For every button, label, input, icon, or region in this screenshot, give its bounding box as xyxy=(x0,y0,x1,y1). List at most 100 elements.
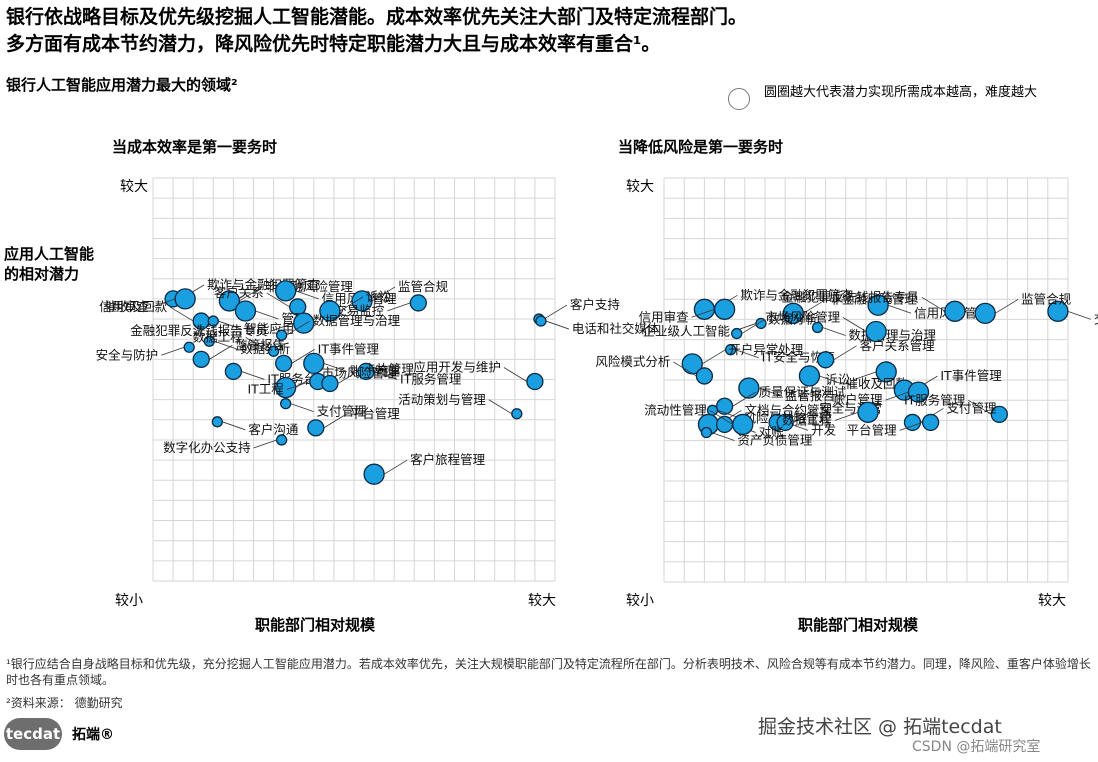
panel2-plot: 欺诈与金融犯罪筛查信用审查非金融风险管理信用风险管理金融犯罪反洗钱报告专员交易监… xyxy=(595,177,1098,583)
bubble-point xyxy=(944,300,966,322)
label-leader-line xyxy=(337,369,362,384)
bubble-point xyxy=(280,398,292,410)
point-label: 催收及回款 xyxy=(105,299,168,314)
label-leader-line xyxy=(968,399,992,415)
bubble-point xyxy=(715,397,734,415)
panel1-x-axis-title: 职能部门相对规模 xyxy=(255,616,376,634)
point-label: 金融犯罪反洗钱报告专员 xyxy=(130,323,268,338)
label-leader-line xyxy=(488,399,513,415)
bubble-point xyxy=(234,300,257,322)
label-leader-line xyxy=(503,367,528,382)
bubble-point xyxy=(275,434,288,446)
title-line-1: 银行依战略目标及优先级挖掘人工智能潜能。成本效率优先关注大部门及特定流程部门。 xyxy=(6,6,748,28)
point-label: 数字化办公支持 xyxy=(163,440,251,455)
label-leader-line xyxy=(853,371,877,381)
bubble-point xyxy=(798,365,821,387)
point-label: 监管报告 xyxy=(785,388,835,403)
point-label: 监管合规 xyxy=(398,279,448,294)
point-label: IT服务管理 xyxy=(400,371,462,386)
label-leader-line xyxy=(239,286,263,302)
label-leader-line xyxy=(218,320,242,330)
label-leader-line xyxy=(291,349,315,364)
label-leader-line xyxy=(222,421,246,431)
label-leader-line xyxy=(323,363,347,372)
label-leader-line xyxy=(286,381,310,390)
label-leader-line xyxy=(673,361,697,377)
bubble-point xyxy=(700,426,713,439)
label-leader-line xyxy=(921,296,946,312)
panel1-y-tick-max: 较大 xyxy=(120,179,148,195)
brand-name: 拓端® xyxy=(72,727,114,743)
panel2-title: 当降低风险是第一要务时 xyxy=(618,138,784,156)
point-label: 开发 xyxy=(811,422,837,437)
bubble-point xyxy=(511,408,523,420)
point-label: 平台管理 xyxy=(847,422,898,437)
label-leader-line xyxy=(161,346,185,356)
bubble-point xyxy=(535,315,547,327)
label-leader-line xyxy=(545,320,570,330)
label-leader-line xyxy=(735,349,759,359)
bubble-point xyxy=(192,350,210,369)
bubble-point xyxy=(816,351,835,369)
point-label: 风险模式分析 xyxy=(595,354,670,369)
label-leader-line xyxy=(702,349,726,365)
point-label: 市场风险管理 xyxy=(765,310,841,325)
label-leader-line xyxy=(834,411,859,421)
point-label: 客户关系 xyxy=(214,285,264,300)
label-leader-line xyxy=(209,345,233,360)
bubble-point xyxy=(174,288,196,310)
label-leader-line xyxy=(373,371,398,380)
label-leader-line xyxy=(543,304,568,320)
point-label: 资产负债管理 xyxy=(737,433,813,448)
label-leader-line xyxy=(792,408,817,423)
point-label: 客户旅程管理 xyxy=(410,452,486,467)
point-label: 对账 xyxy=(759,424,785,439)
label-leader-line xyxy=(295,290,319,300)
point-label: 数据工程 xyxy=(193,329,244,344)
label-leader-line xyxy=(214,340,238,350)
point-label: 客户关系管理 xyxy=(860,338,936,353)
label-leader-line xyxy=(241,371,265,380)
label-leader-line xyxy=(887,304,912,314)
point-label: 卡片管理 xyxy=(364,362,415,377)
label-leader-line xyxy=(266,292,290,308)
point-label: 支付管理 xyxy=(317,404,368,419)
point-label: 活动策划与管理 xyxy=(398,392,486,407)
point-label: 流动性管理 xyxy=(644,402,707,417)
label-leader-line xyxy=(383,459,408,475)
bubble-point xyxy=(857,401,879,423)
bubble-point xyxy=(713,298,736,320)
bubble-point xyxy=(409,294,427,312)
bubble-point xyxy=(974,302,996,324)
point-label: 电话和社交媒体 xyxy=(572,321,660,336)
label-leader-line xyxy=(819,375,843,385)
label-leader-line xyxy=(152,298,176,308)
point-label: IT服务管理 xyxy=(904,392,966,407)
bubble-point xyxy=(731,327,743,340)
point-label: 应用开发与维护 xyxy=(413,360,501,375)
label-leader-line xyxy=(286,320,310,336)
label-leader-line xyxy=(994,298,1019,314)
panel2-x-tick-min: 较小 xyxy=(626,593,654,609)
label-leader-line xyxy=(387,302,411,312)
panel1-x-tick-max: 较大 xyxy=(528,593,556,609)
bubble-point xyxy=(224,362,243,381)
panel2-y-tick-max: 较大 xyxy=(626,179,654,195)
label-leader-line xyxy=(170,306,194,322)
point-label: 客户支持 xyxy=(570,297,620,312)
title-line-2: 多方面有成本节约潜力，降风险优先时特定职能潜力大且与成本效率有重合¹。 xyxy=(6,33,661,55)
point-label: IT事件管理 xyxy=(318,341,380,356)
chart-subtitle: 银行人工智能应用潜力最大的领域² xyxy=(6,76,238,94)
point-label: 交易监控 xyxy=(1094,311,1098,326)
bubble-point xyxy=(715,415,734,434)
point-label: 诉讼 xyxy=(825,372,850,387)
point-label: 诉讼 xyxy=(366,289,391,304)
point-label: 数据分析 xyxy=(768,312,818,327)
point-label: 信用审查 xyxy=(639,309,690,324)
point-label: 市场风险管理 xyxy=(322,366,398,381)
footnote-1: ¹银行应结合自身战略目标和优先级，充分挖掘人工智能应用潜力。若成本效率优先，关注… xyxy=(6,657,1091,687)
point-label: 数据管理与治理 xyxy=(313,313,401,328)
bubble-point xyxy=(363,463,385,485)
point-label: 监管报告 xyxy=(235,337,285,352)
